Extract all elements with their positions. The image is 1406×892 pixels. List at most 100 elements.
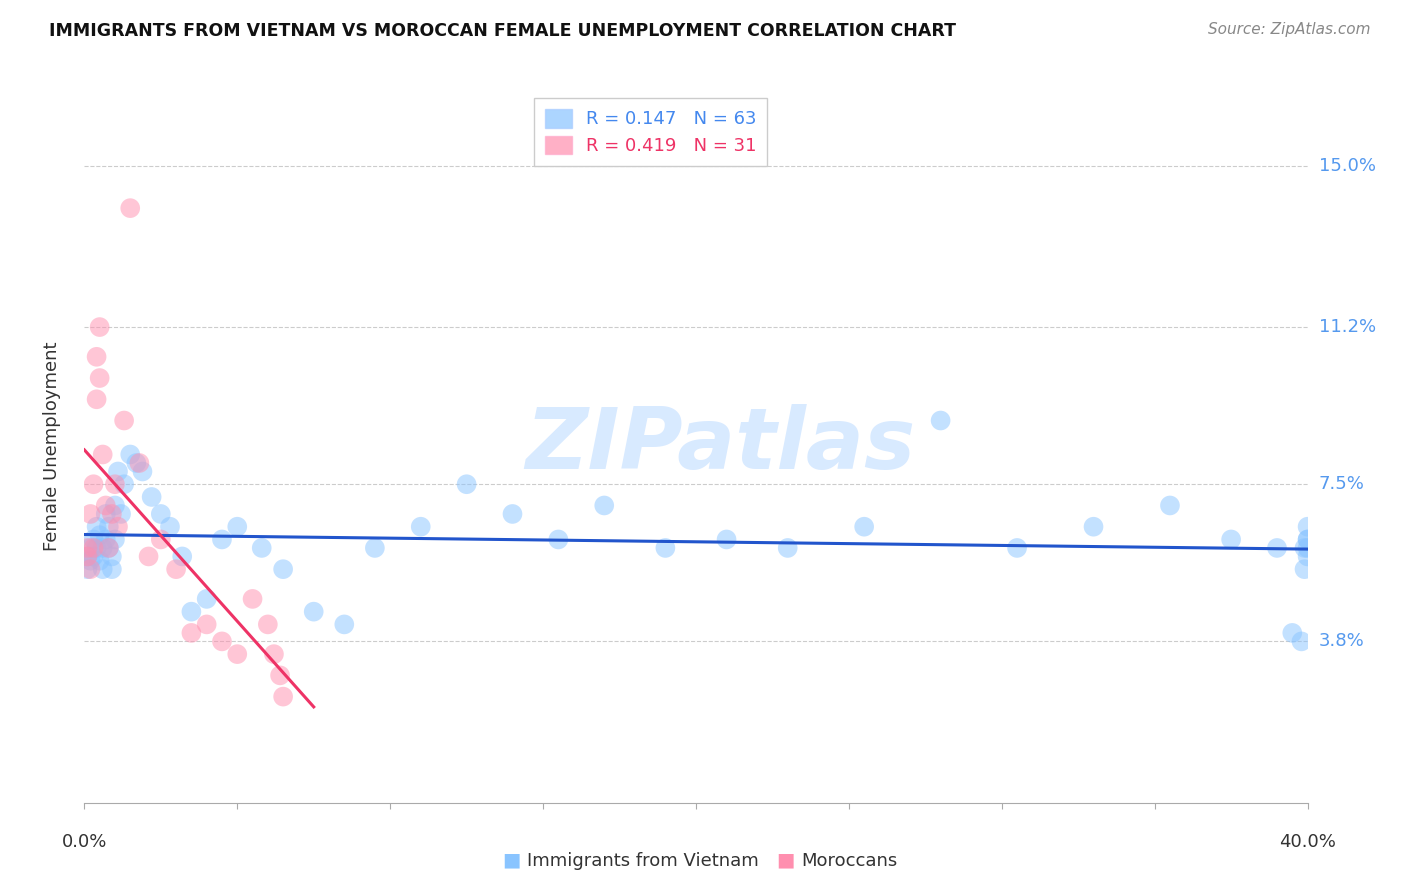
Point	[159, 519, 181, 533]
Point	[83, 477, 105, 491]
Text: ZIPatlas: ZIPatlas	[526, 404, 915, 488]
Point	[180, 605, 202, 619]
Point	[149, 533, 172, 547]
Point	[853, 519, 876, 533]
Point	[1296, 549, 1319, 564]
Point	[716, 533, 738, 547]
Point	[263, 647, 285, 661]
Point	[409, 519, 432, 533]
Text: 3.8%: 3.8%	[1319, 632, 1364, 650]
Point	[195, 617, 218, 632]
Point	[226, 647, 249, 661]
Point	[101, 507, 124, 521]
Point	[104, 499, 127, 513]
Point	[120, 201, 142, 215]
Point	[776, 541, 799, 555]
Point	[1294, 541, 1316, 555]
Point	[1265, 541, 1288, 555]
Point	[593, 499, 616, 513]
Point	[195, 591, 218, 606]
Point	[1291, 634, 1313, 648]
Point	[128, 456, 150, 470]
Point	[242, 591, 264, 606]
Point	[547, 533, 569, 547]
Point	[79, 541, 101, 555]
Point	[120, 448, 142, 462]
Text: ■: ■	[776, 851, 794, 870]
Point	[89, 320, 111, 334]
Point	[104, 533, 127, 547]
Text: Source: ZipAtlas.com: Source: ZipAtlas.com	[1208, 22, 1371, 37]
Point	[104, 477, 127, 491]
Point	[165, 562, 187, 576]
Point	[94, 533, 117, 547]
Point	[107, 465, 129, 479]
Point	[83, 549, 105, 564]
Point	[1005, 541, 1028, 555]
Point	[83, 533, 105, 547]
Text: IMMIGRANTS FROM VIETNAM VS MOROCCAN FEMALE UNEMPLOYMENT CORRELATION CHART: IMMIGRANTS FROM VIETNAM VS MOROCCAN FEMA…	[49, 22, 956, 40]
Point	[76, 541, 98, 555]
Point	[97, 519, 120, 533]
Point	[112, 477, 135, 491]
Point	[79, 554, 101, 568]
Point	[456, 477, 478, 491]
Point	[302, 605, 325, 619]
Point	[79, 562, 101, 576]
Point	[97, 541, 120, 555]
Point	[271, 690, 294, 704]
Point	[211, 634, 233, 648]
Point	[89, 554, 111, 568]
Point	[83, 541, 105, 555]
Point	[333, 617, 356, 632]
Point	[112, 413, 135, 427]
Point	[269, 668, 291, 682]
Point	[91, 541, 114, 555]
Point	[125, 456, 148, 470]
Point	[226, 519, 249, 533]
Text: 40.0%: 40.0%	[1279, 833, 1336, 851]
Point	[97, 541, 120, 555]
Point	[91, 562, 114, 576]
Point	[180, 626, 202, 640]
Point	[76, 549, 98, 564]
Point	[271, 562, 294, 576]
Point	[131, 465, 153, 479]
Y-axis label: Female Unemployment: Female Unemployment	[42, 342, 60, 550]
Point	[250, 541, 273, 555]
Point	[364, 541, 387, 555]
Point	[76, 562, 98, 576]
Point	[89, 528, 111, 542]
Text: Moroccans: Moroccans	[801, 852, 897, 870]
Legend: R = 0.147   N = 63, R = 0.419   N = 31: R = 0.147 N = 63, R = 0.419 N = 31	[534, 98, 768, 166]
Point	[79, 507, 101, 521]
Point	[1296, 519, 1319, 533]
Point	[1296, 533, 1319, 547]
Point	[257, 617, 280, 632]
Text: 0.0%: 0.0%	[62, 833, 107, 851]
Text: Immigrants from Vietnam: Immigrants from Vietnam	[527, 852, 759, 870]
Text: 15.0%: 15.0%	[1319, 157, 1375, 175]
Point	[86, 392, 108, 407]
Text: 11.2%: 11.2%	[1319, 318, 1376, 336]
Point	[86, 541, 108, 555]
Point	[110, 507, 132, 521]
Point	[929, 413, 952, 427]
Point	[1294, 562, 1316, 576]
Point	[107, 519, 129, 533]
Text: 7.5%: 7.5%	[1319, 475, 1365, 493]
Point	[94, 499, 117, 513]
Point	[86, 519, 108, 533]
Point	[76, 549, 98, 564]
Point	[654, 541, 676, 555]
Point	[101, 549, 124, 564]
Text: ■: ■	[502, 851, 520, 870]
Point	[502, 507, 524, 521]
Point	[91, 448, 114, 462]
Point	[141, 490, 163, 504]
Point	[89, 371, 111, 385]
Point	[1159, 499, 1181, 513]
Point	[1281, 626, 1303, 640]
Point	[94, 507, 117, 521]
Point	[101, 562, 124, 576]
